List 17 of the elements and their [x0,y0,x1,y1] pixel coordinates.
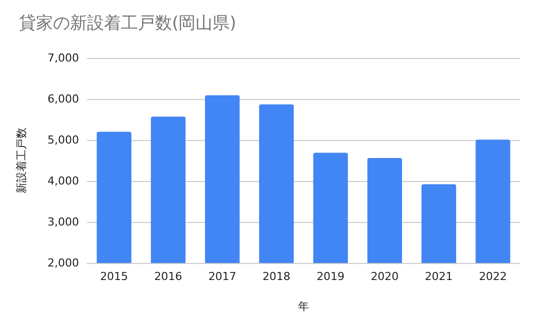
x-tick-label: 2019 [316,270,345,283]
y-tick-label: 2,000 [48,256,79,270]
y-axis-title: 新設着工戸数 [15,128,28,194]
y-tick-label: 4,000 [48,174,79,188]
y-tick-label: 6,000 [48,92,79,106]
x-tick-label: 2015 [100,270,128,283]
y-tick-label: 3,000 [48,216,79,228]
y-tick-label: 7,000 [48,52,79,64]
chart-title: 貸家の新設着工戸数(岡山県) [19,14,236,34]
x-tick-label: 2021 [424,270,453,283]
x-tick-label: 2022 [478,270,507,283]
y-tick-label: 5,000 [48,134,79,146]
x-tick-label: 2020 [370,270,399,283]
x-tick-label: 2017 [208,270,236,283]
x-axis-title: 年 [298,300,309,313]
x-tick-label: 2016 [154,270,182,283]
x-tick-label: 2018 [262,270,290,283]
